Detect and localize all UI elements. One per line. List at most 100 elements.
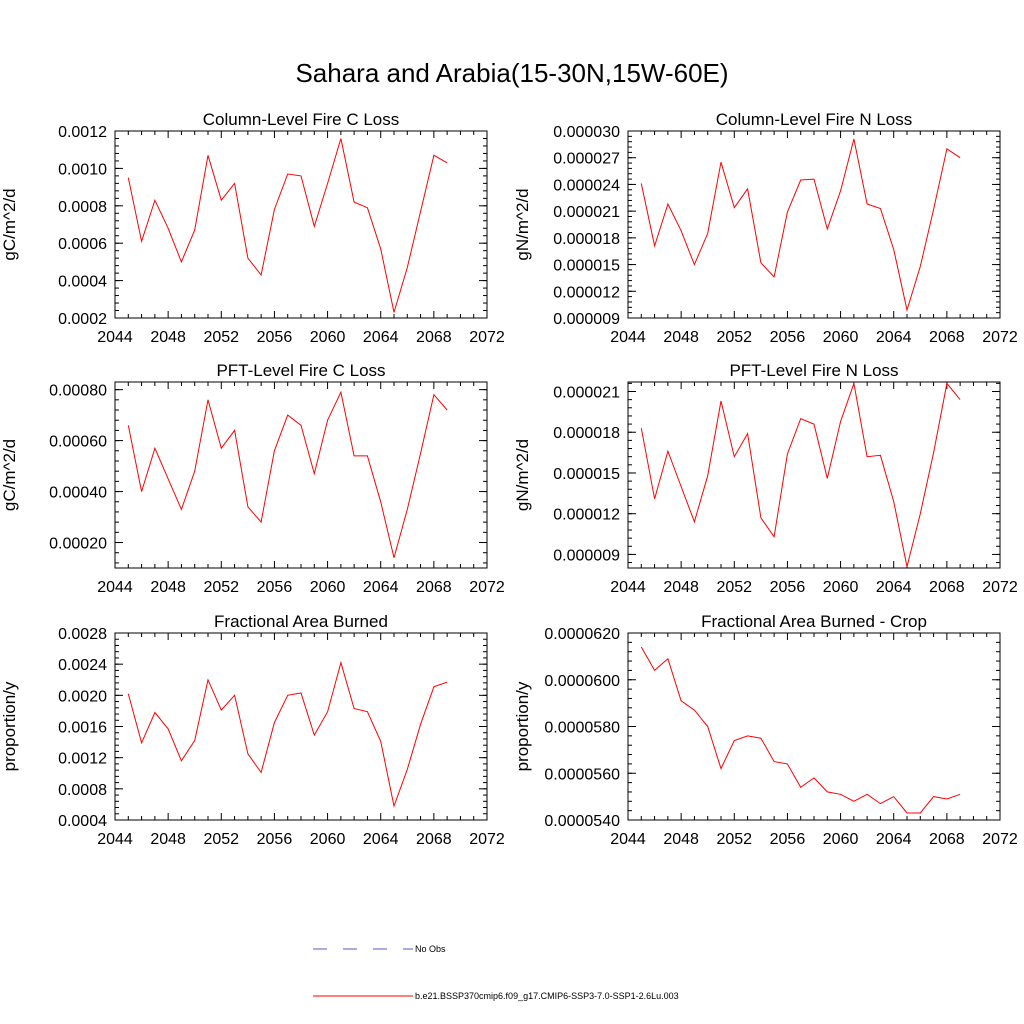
x-tick-label: 2064 [363,579,399,596]
x-tick-label: 2060 [310,831,346,848]
plot-frame [114,381,488,569]
x-tick-label: 2048 [663,579,699,596]
x-tick-label: 2064 [363,329,399,346]
y-axis-label: gC/m^2/d [0,439,19,511]
x-tick-label: 2048 [150,329,186,346]
panel-title: Fractional Area Burned [214,612,388,631]
series-line-1 [640,381,961,567]
plot-frame [627,381,1001,569]
chart-panel-2: Column-Level Fire N Loss gN/m^2/d 2044 2048… [513,110,1018,346]
y-tick-label: 0.0028 [58,626,107,643]
y-tick-label: 0.0006 [58,236,107,253]
x-tick-label: 2060 [310,329,346,346]
y-tick-label: 0.000027 [553,151,620,168]
y-axis-label: gN/m^2/d [513,188,532,260]
plot-frame [114,130,488,319]
y-tick-label: 0.0024 [58,657,107,674]
y-tick-label: 0.0012 [58,751,107,768]
y-axis-label: proportion/y [513,681,532,771]
x-tick-label: 2056 [257,579,293,596]
x-tick-label: 2068 [929,329,965,346]
x-tick-label: 2072 [982,329,1018,346]
x-tick-label: 2060 [823,329,859,346]
y-tick-label: 0.0000560 [544,766,620,783]
x-tick-label: 2052 [203,579,239,596]
x-tick-label: 2048 [663,831,699,848]
y-tick-label: 0.0008 [58,782,107,799]
plot-frame [627,632,1001,821]
y-tick-label: 0.0020 [58,688,107,705]
panel-title: Fractional Area Burned - Crop [701,612,927,631]
x-tick-label: 2056 [257,329,293,346]
y-axis-label: gC/m^2/d [0,188,19,260]
y-tick-label: 0.0000580 [544,720,620,737]
x-tick-label: 2044 [97,831,133,848]
y-tick-label: 0.000015 [553,466,620,483]
x-tick-label: 2060 [823,579,859,596]
y-tick-label: 0.00080 [49,383,107,400]
x-tick-label: 2052 [716,831,752,848]
x-tick-label: 2068 [416,831,452,848]
y-tick-label: 0.000021 [553,204,620,221]
panel-title: Column-Level Fire C Loss [203,110,400,129]
y-tick-label: 0.0016 [58,720,107,737]
y-tick-label: 0.000030 [553,124,620,141]
panel-title: Column-Level Fire N Loss [716,110,913,129]
chart-panel-5: Fractional Area Burned proportion/y 2044 20… [0,612,505,848]
x-tick-label: 2048 [150,831,186,848]
x-tick-label: 2044 [97,579,133,596]
x-tick-label: 2064 [876,329,912,346]
y-tick-label: 0.0004 [58,813,107,830]
x-tick-label: 2044 [97,329,133,346]
legend-obs-label: No Obs [415,944,446,954]
x-tick-label: 2072 [469,579,505,596]
x-tick-label: 2068 [929,831,965,848]
x-tick-label: 2044 [610,579,646,596]
y-tick-label: 0.00060 [49,434,107,451]
y-tick-label: 0.0002 [58,311,107,328]
y-axis-label: proportion/y [0,681,19,771]
y-tick-label: 0.000009 [553,547,620,564]
x-tick-label: 2052 [716,329,752,346]
x-tick-label: 2068 [929,579,965,596]
y-tick-label: 0.00020 [49,536,107,553]
x-tick-label: 2056 [770,579,806,596]
y-tick-label: 0.000018 [553,231,620,248]
y-tick-label: 0.0000620 [544,626,620,643]
chart-panel-1: Column-Level Fire C Loss gC/m^2/d 2044 2048… [0,110,505,346]
series-line-1 [640,646,961,814]
series-line-1 [127,660,448,808]
y-tick-label: 0.0012 [58,124,107,141]
x-tick-label: 2060 [310,579,346,596]
y-tick-label: 0.000018 [553,425,620,442]
y-tick-label: 0.0000540 [544,813,620,830]
chart-panel-3: PFT-Level Fire C Loss gC/m^2/d 2044 2048 205… [0,361,505,596]
y-tick-label: 0.000021 [553,385,620,402]
x-tick-label: 2072 [982,579,1018,596]
x-tick-label: 2064 [363,831,399,848]
x-tick-label: 2064 [876,579,912,596]
panel-title: PFT-Level Fire N Loss [729,361,898,380]
series-line-1 [127,390,448,558]
y-tick-label: 0.000009 [553,311,620,328]
y-tick-label: 0.0004 [58,274,107,291]
x-tick-label: 2048 [663,329,699,346]
x-tick-label: 2052 [203,831,239,848]
x-tick-label: 2072 [469,329,505,346]
chart-panel-6: Fractional Area Burned - Crop proportion/… [513,612,1018,848]
x-tick-label: 2052 [716,579,752,596]
page-title: Sahara and Arabia(15-30N,15W-60E) [295,58,729,88]
series-line-1 [127,138,448,313]
y-tick-label: 0.000015 [553,258,620,275]
chart-panel-4: PFT-Level Fire N Loss gN/m^2/d 2044 2048 205… [513,361,1018,596]
x-tick-label: 2072 [982,831,1018,848]
y-tick-label: 0.000024 [553,177,620,194]
x-tick-label: 2068 [416,329,452,346]
x-tick-label: 2056 [770,831,806,848]
x-tick-label: 2060 [823,831,859,848]
y-axis-label: gN/m^2/d [513,439,532,511]
legend-model-label: b.e21.BSSP370cmip6.f09_g17.CMIP6-SSP3-7.… [415,991,679,1001]
y-tick-label: 0.000012 [553,507,620,524]
plot-frame [114,632,488,821]
